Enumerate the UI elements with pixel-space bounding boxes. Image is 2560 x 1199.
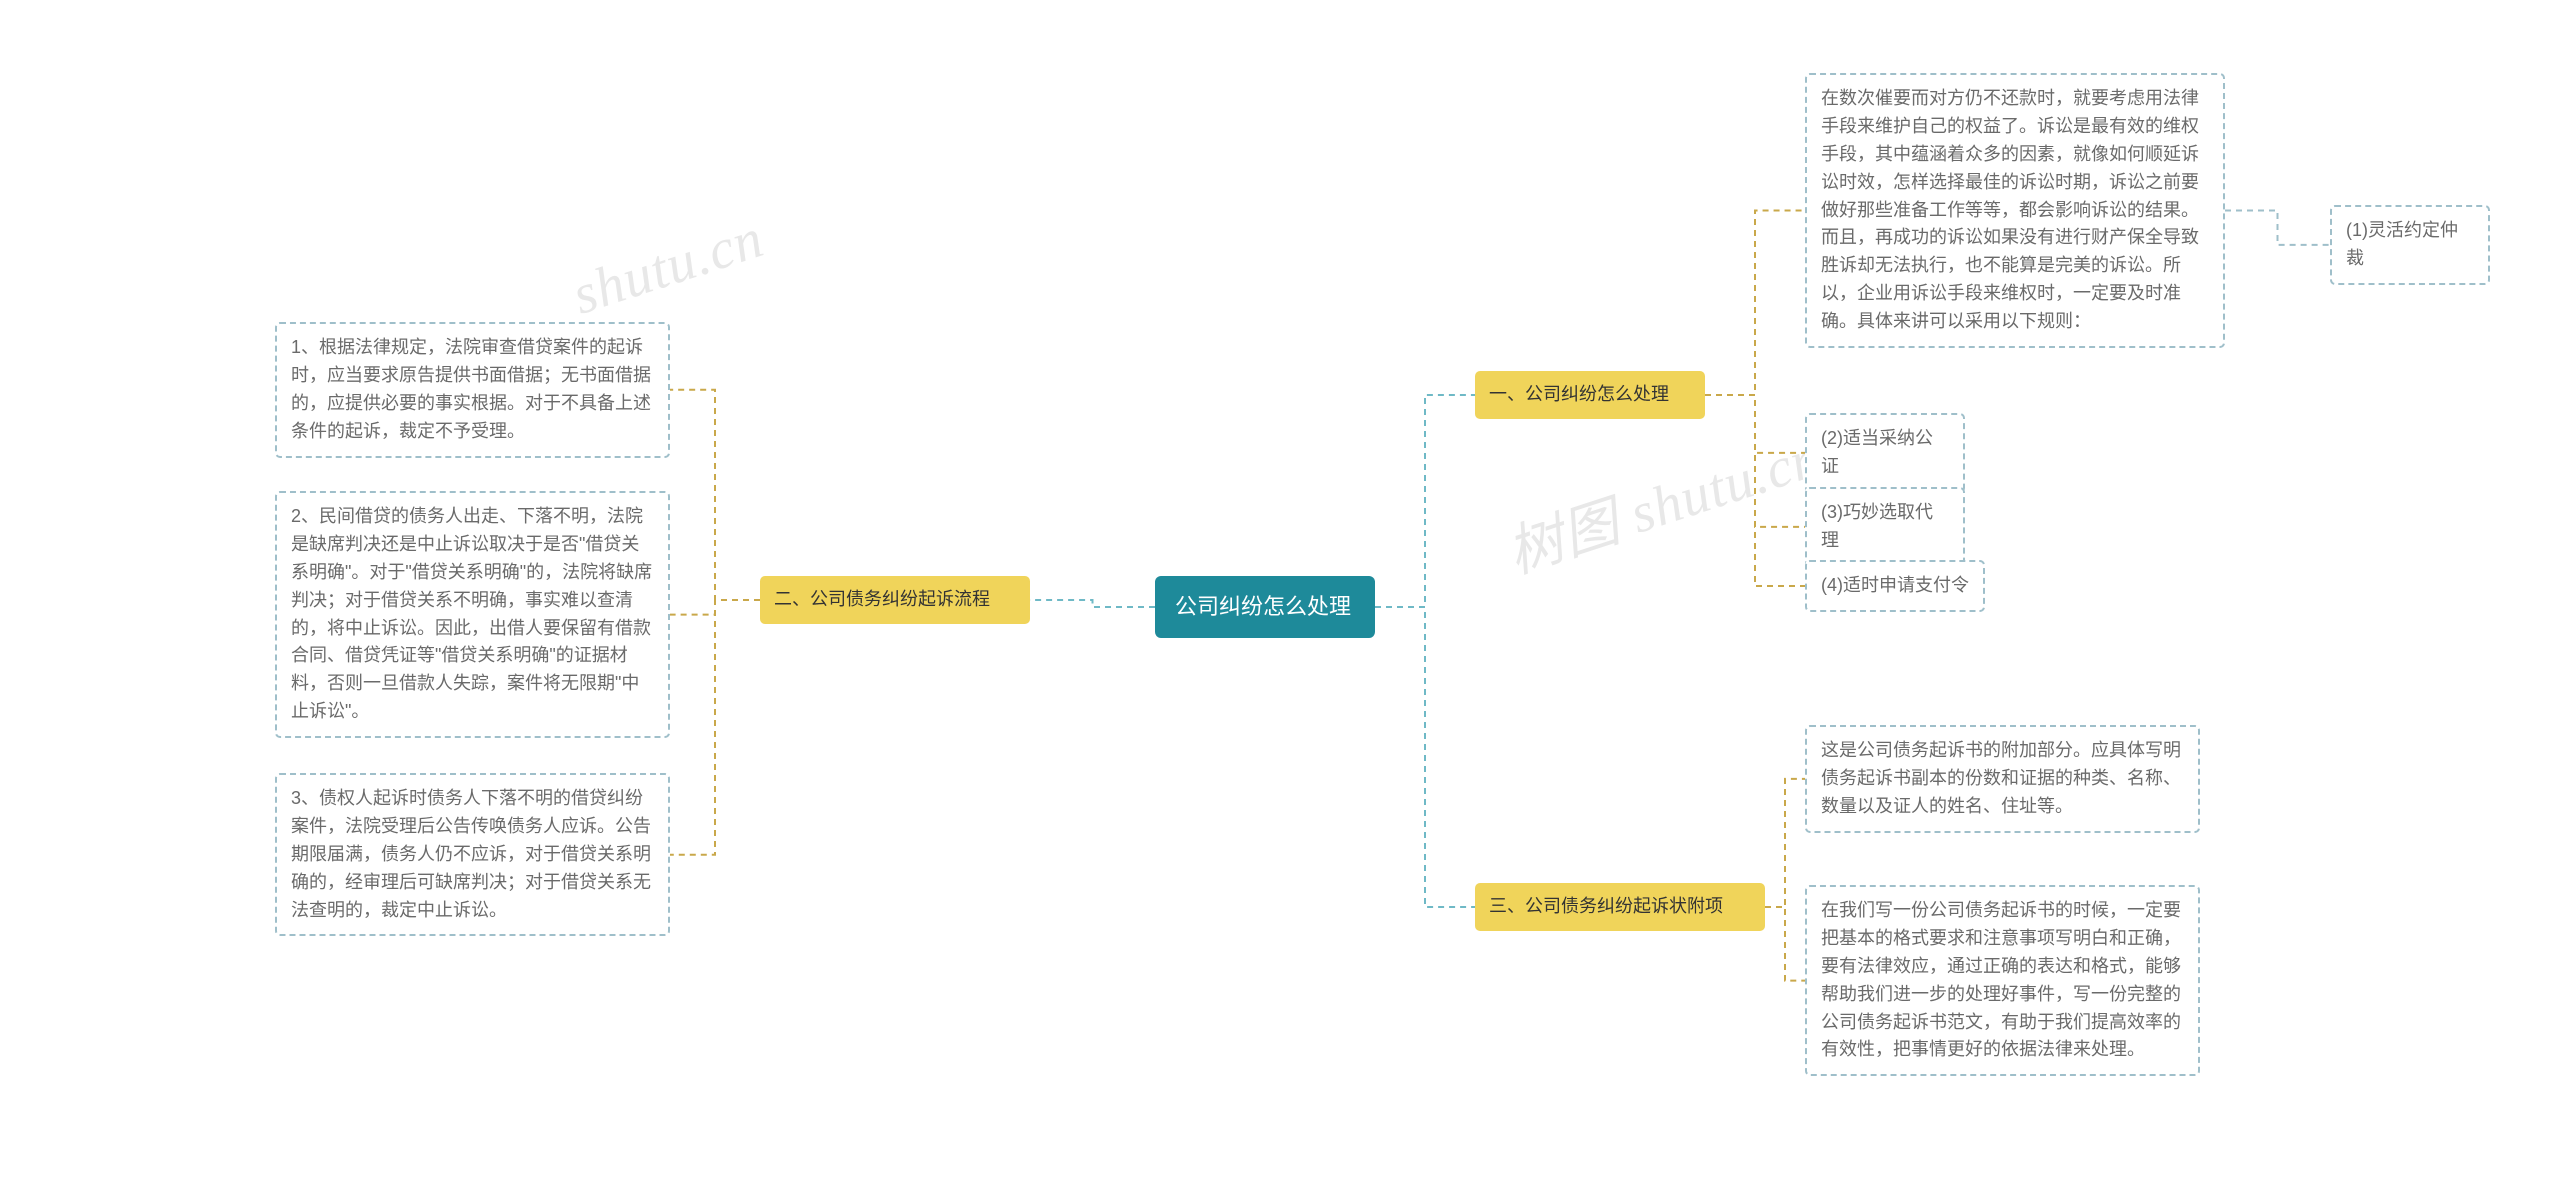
watermark-1: shutu.cn xyxy=(565,206,771,328)
branch1-leaf-2[interactable]: (2)适当采纳公证 xyxy=(1805,413,1965,493)
branch2-leaf-3[interactable]: 3、债权人起诉时债务人下落不明的借贷纠纷案件，法院受理后公告传唤债务人应诉。公告… xyxy=(275,773,670,936)
branch1-leaf-1-child[interactable]: (1)灵活约定仲裁 xyxy=(2330,205,2490,285)
branch-2[interactable]: 二、公司债务纠纷起诉流程 xyxy=(760,576,1030,624)
watermark-2: 树图 shutu.cn xyxy=(1495,412,1829,590)
root-node[interactable]: 公司纠纷怎么处理 xyxy=(1155,576,1375,638)
branch-3[interactable]: 三、公司债务纠纷起诉状附项 xyxy=(1475,883,1765,931)
branch2-leaf-1[interactable]: 1、根据法律规定，法院审查借贷案件的起诉时，应当要求原告提供书面借据；无书面借据… xyxy=(275,322,670,458)
branch2-leaf-2[interactable]: 2、民间借贷的债务人出走、下落不明，法院是缺席判决还是中止诉讼取决于是否"借贷关… xyxy=(275,491,670,738)
branch-1[interactable]: 一、公司纠纷怎么处理 xyxy=(1475,371,1705,419)
branch1-leaf-4[interactable]: (4)适时申请支付令 xyxy=(1805,560,1985,612)
branch3-leaf-1[interactable]: 这是公司债务起诉书的附加部分。应具体写明债务起诉书副本的份数和证据的种类、名称、… xyxy=(1805,725,2200,833)
branch3-leaf-2[interactable]: 在我们写一份公司债务起诉书的时候，一定要把基本的格式要求和注意事项写明白和正确，… xyxy=(1805,885,2200,1076)
branch1-leaf-1[interactable]: 在数次催要而对方仍不还款时，就要考虑用法律手段来维护自己的权益了。诉讼是最有效的… xyxy=(1805,73,2225,348)
branch1-leaf-3[interactable]: (3)巧妙选取代理 xyxy=(1805,487,1965,567)
